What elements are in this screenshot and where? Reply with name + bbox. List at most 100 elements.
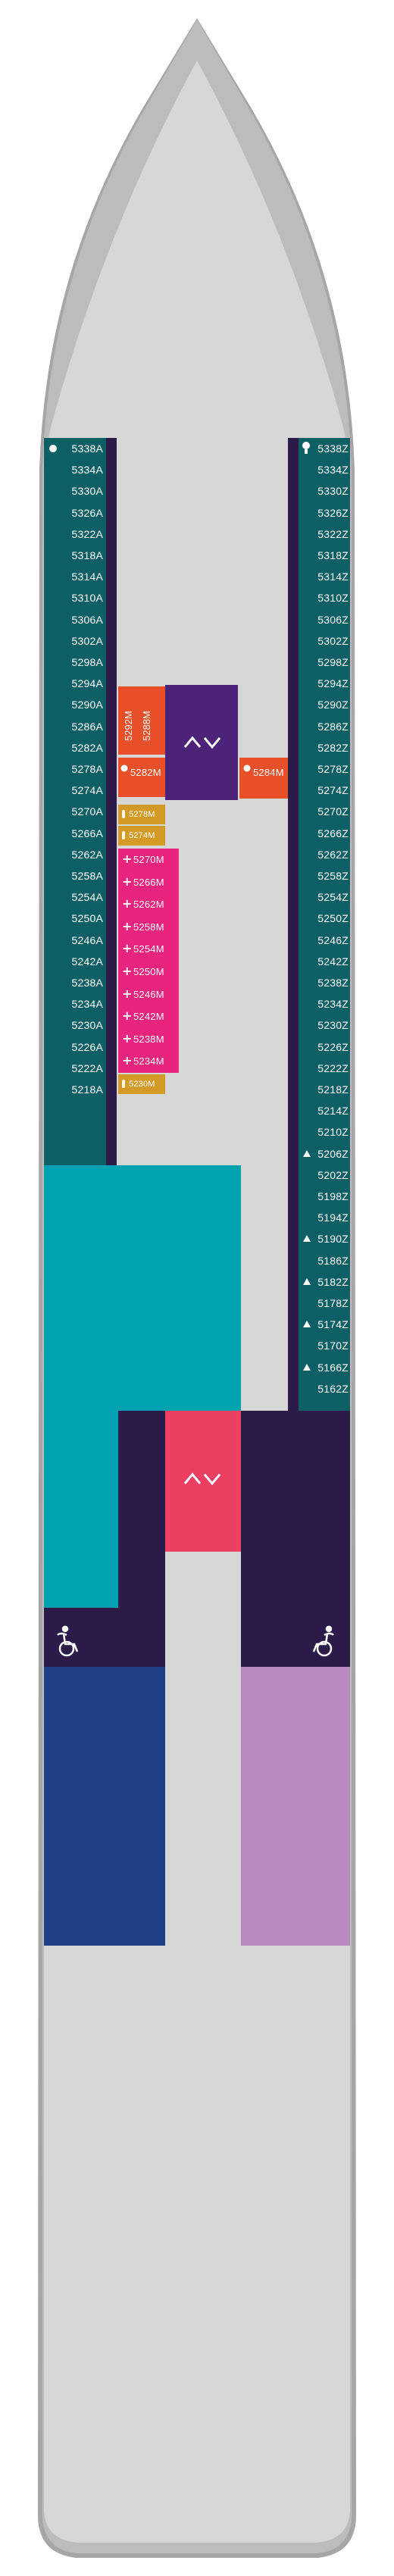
cabin-label-5254m[interactable]: 5254M: [133, 943, 164, 955]
cabin-label-5190z[interactable]: 5190Z: [317, 1233, 349, 1246]
cabin-label-5274m[interactable]: 5274M: [129, 831, 155, 840]
cabin-label-5194z[interactable]: 5194Z: [317, 1211, 349, 1224]
cabin-label-5226a[interactable]: 5226A: [71, 1040, 103, 1053]
cabin-label-5246m[interactable]: 5246M: [133, 988, 164, 1000]
cabin-label-5278a[interactable]: 5278A: [71, 763, 103, 775]
dot-marker-icon: [120, 764, 128, 772]
cabin-label-5282m[interactable]: 5282M: [130, 767, 161, 778]
cabin-label-5258z[interactable]: 5258Z: [317, 870, 349, 882]
cabin-label-5294z[interactable]: 5294Z: [317, 677, 349, 690]
cabin-label-5238a[interactable]: 5238A: [71, 977, 103, 989]
cabin-label-5294a[interactable]: 5294A: [71, 677, 103, 690]
cabin-label-5326z[interactable]: 5326Z: [317, 506, 349, 519]
cabin-label-5234a[interactable]: 5234A: [71, 998, 103, 1011]
cabin-label-5258a[interactable]: 5258A: [71, 870, 103, 882]
cabin-label-5302z[interactable]: 5302Z: [317, 634, 349, 647]
cabin-label-5170z[interactable]: 5170Z: [317, 1340, 349, 1352]
cabin-label-5310a[interactable]: 5310A: [71, 592, 103, 605]
cabin-label-5246a[interactable]: 5246A: [71, 933, 103, 946]
cabin-label-5302a[interactable]: 5302A: [71, 634, 103, 647]
cabin-label-5262z[interactable]: 5262Z: [317, 848, 349, 861]
cabin-label-5282a[interactable]: 5282A: [71, 741, 103, 754]
port-accessible-zone: [44, 1608, 165, 1667]
cabin-label-5286z[interactable]: 5286Z: [317, 720, 349, 733]
navy-area: [44, 1667, 165, 1946]
cabin-label-5338a[interactable]: 5338A: [71, 442, 103, 455]
cabin-label-5266z[interactable]: 5266Z: [317, 827, 349, 839]
cabin-label-5178z[interactable]: 5178Z: [317, 1297, 349, 1309]
wheelchair-accessible-icon: [57, 1625, 79, 1657]
cabin-label-5290a[interactable]: 5290A: [71, 699, 103, 711]
cabin-label-5270m[interactable]: 5270M: [133, 854, 164, 865]
cabin-label-5290z[interactable]: 5290Z: [317, 699, 349, 711]
cabin-label-5238z[interactable]: 5238Z: [317, 977, 349, 989]
cabin-label-5318z[interactable]: 5318Z: [317, 549, 349, 561]
cabin-label-5230m[interactable]: 5230M: [129, 1080, 155, 1089]
cabin-label-5230z[interactable]: 5230Z: [317, 1019, 349, 1032]
cabin-label-5266m[interactable]: 5266M: [133, 876, 164, 888]
cabin-label-5166z[interactable]: 5166Z: [317, 1361, 349, 1374]
cabin-label-5230a[interactable]: 5230A: [71, 1019, 103, 1032]
cabin-label-5250z[interactable]: 5250Z: [317, 912, 349, 925]
cabin-label-5250m[interactable]: 5250M: [133, 966, 164, 977]
cabin-label-5288m[interactable]: 5288M: [141, 711, 152, 741]
cabin-label-5330a[interactable]: 5330A: [71, 485, 103, 498]
cabin-label-5306z[interactable]: 5306Z: [317, 613, 349, 626]
cabin-label-5326a[interactable]: 5326A: [71, 506, 103, 519]
cabin-label-5314a[interactable]: 5314A: [71, 571, 103, 583]
cabin-label-5182z[interactable]: 5182Z: [317, 1275, 349, 1288]
cabin-label-5278m[interactable]: 5278M: [129, 810, 155, 819]
cabin-label-5334a[interactable]: 5334A: [71, 464, 103, 477]
cabin-label-5318a[interactable]: 5318A: [71, 549, 103, 561]
cabin-label-5322a[interactable]: 5322A: [71, 527, 103, 540]
cabin-label-5338z[interactable]: 5338Z: [317, 442, 349, 455]
cabin-label-5254z[interactable]: 5254Z: [317, 891, 349, 904]
cabin-label-5162z[interactable]: 5162Z: [317, 1382, 349, 1395]
cabin-label-5286a[interactable]: 5286A: [71, 720, 103, 733]
cabin-label-5262m[interactable]: 5262M: [133, 899, 164, 911]
cabin-label-5234z[interactable]: 5234Z: [317, 998, 349, 1011]
cabin-label-5198z[interactable]: 5198Z: [317, 1190, 349, 1202]
cabin-label-5218z[interactable]: 5218Z: [317, 1083, 349, 1096]
cabin-label-5266a[interactable]: 5266A: [71, 827, 103, 839]
cabin-label-5278z[interactable]: 5278Z: [317, 763, 349, 775]
cabin-label-5202z[interactable]: 5202Z: [317, 1168, 349, 1181]
cabin-label-5250a[interactable]: 5250A: [71, 912, 103, 925]
cabin-label-5334z[interactable]: 5334Z: [317, 464, 349, 477]
cabin-label-5206z[interactable]: 5206Z: [317, 1147, 349, 1160]
cabin-label-5222z[interactable]: 5222Z: [317, 1061, 349, 1074]
cabin-label-5186z[interactable]: 5186Z: [317, 1254, 349, 1267]
port-cabin-block: [44, 438, 106, 1165]
cabin-label-5322z[interactable]: 5322Z: [317, 527, 349, 540]
cabin-label-5210z[interactable]: 5210Z: [317, 1126, 349, 1139]
cabin-label-5270a[interactable]: 5270A: [71, 805, 103, 818]
cabin-label-5314z[interactable]: 5314Z: [317, 571, 349, 583]
cabin-label-5274z[interactable]: 5274Z: [317, 784, 349, 797]
cabin-label-5218a[interactable]: 5218A: [71, 1083, 103, 1096]
cabin-label-5298a[interactable]: 5298A: [71, 656, 103, 668]
cabin-label-5242z[interactable]: 5242Z: [317, 955, 349, 968]
cabin-label-5242m[interactable]: 5242M: [133, 1011, 164, 1023]
cabin-label-5242a[interactable]: 5242A: [71, 955, 103, 968]
cabin-label-5284m[interactable]: 5284M: [253, 767, 284, 778]
cabin-label-5306a[interactable]: 5306A: [71, 613, 103, 626]
seat-marker-icon: [122, 810, 125, 818]
cabin-label-5298z[interactable]: 5298Z: [317, 656, 349, 668]
cabin-label-5222a[interactable]: 5222A: [71, 1061, 103, 1074]
cabin-label-5234m[interactable]: 5234M: [133, 1055, 164, 1068]
cabin-label-5258m[interactable]: 5258M: [133, 921, 164, 933]
cabin-label-5254a[interactable]: 5254A: [71, 891, 103, 904]
lower-left-dark-area: [118, 1411, 165, 1608]
cabin-label-5292m[interactable]: 5292M: [123, 711, 134, 741]
cabin-label-5238m[interactable]: 5238M: [133, 1033, 164, 1045]
cabin-label-5174z[interactable]: 5174Z: [317, 1318, 349, 1331]
cabin-label-5270z[interactable]: 5270Z: [317, 805, 349, 818]
cabin-label-5246z[interactable]: 5246Z: [317, 933, 349, 946]
cabin-label-5274a[interactable]: 5274A: [71, 784, 103, 797]
cabin-label-5282z[interactable]: 5282Z: [317, 741, 349, 754]
cabin-label-5330z[interactable]: 5330Z: [317, 485, 349, 498]
cabin-label-5226z[interactable]: 5226Z: [317, 1040, 349, 1053]
cabin-label-5214z[interactable]: 5214Z: [317, 1105, 349, 1118]
cabin-label-5262a[interactable]: 5262A: [71, 848, 103, 861]
cabin-label-5310z[interactable]: 5310Z: [317, 592, 349, 605]
